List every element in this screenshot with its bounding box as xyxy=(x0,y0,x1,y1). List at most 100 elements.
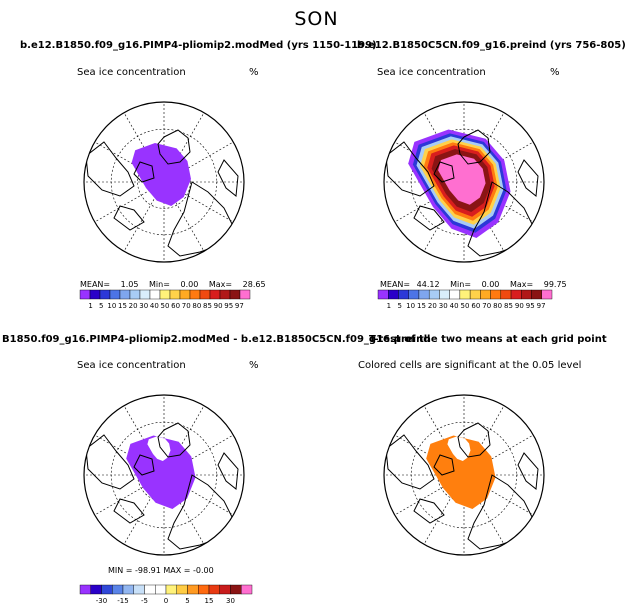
panel2-min-label: Min= xyxy=(450,280,472,289)
panel2-colorbar-cell xyxy=(398,289,409,300)
panel2-units: % xyxy=(550,67,560,78)
panel2-colorbar-cell xyxy=(449,289,461,300)
panel2-colorbar-tick-label: 20 xyxy=(428,302,437,310)
panel2-colorbar-cell xyxy=(469,289,481,300)
panel2-colorbar-cell xyxy=(541,289,553,300)
panel1-colorbar-tick-label: 10 xyxy=(107,302,116,310)
panel1-colorbar-tick-label: 1 xyxy=(88,302,92,310)
panel1-colorbar-tick-label: 85 xyxy=(203,302,212,310)
coastline xyxy=(133,454,155,476)
panel3-colorbar-cell xyxy=(155,584,167,595)
panel3-subtitle: Sea ice concentration xyxy=(77,360,186,371)
panel1-colorbar-cell xyxy=(89,289,101,300)
panel2-colorbar-cell xyxy=(459,289,471,300)
panel1-subtitle: Sea ice concentration xyxy=(77,67,186,78)
panel2-colorbar-tick-label: 95 xyxy=(526,302,535,310)
panel2-colorbar-cell xyxy=(418,289,430,300)
coastline xyxy=(85,434,135,490)
panel3-colorbar-cell xyxy=(219,584,231,595)
graticule-parallel xyxy=(137,155,191,209)
panel1-colorbar-cell xyxy=(179,289,191,300)
panel2-colorbar-tick-label: 97 xyxy=(537,302,546,310)
coastline xyxy=(113,205,145,231)
panel2-colorbar-tick-label: 1 xyxy=(387,302,391,310)
coastline xyxy=(385,434,435,490)
coastline xyxy=(433,161,455,183)
panel1-min-label: Min= xyxy=(149,280,170,289)
coastline xyxy=(413,498,445,524)
panel1-colorbar: 1 5 10 15 20 30 40 50 60 70 80 85 90 95 97 xyxy=(79,289,251,310)
panel1-colorbar-cell xyxy=(99,289,111,300)
panel1-colorbar-cell xyxy=(239,289,251,300)
map-interior xyxy=(384,102,544,262)
panel4-title: T-test of the two means at each grid poi… xyxy=(369,334,607,345)
map-panel-3 xyxy=(83,394,245,556)
panel3-title: B1850.f09_g16.PIMP4-pliomip2.modMed - b.… xyxy=(2,334,431,345)
panel3-colorbar-cell xyxy=(165,584,177,595)
panel1-mean: 1.05 xyxy=(120,280,139,289)
panel2-colorbar-cell xyxy=(408,289,420,300)
coastline xyxy=(517,452,539,490)
graticule-parallel xyxy=(110,128,218,236)
panel2-colorbar-tick-label: 60 xyxy=(471,302,480,310)
panel4-subtitle: Colored cells are significant at the 0.0… xyxy=(358,360,582,371)
panel3-colorbar-cell xyxy=(230,584,242,595)
panel1-colorbar-cell xyxy=(169,289,181,300)
panel1-units: % xyxy=(249,67,259,78)
coastline xyxy=(217,159,239,197)
panel2-max: 99.75 xyxy=(543,280,567,289)
panel1-colorbar-cell xyxy=(189,289,201,300)
panel2-colorbar-cell xyxy=(490,289,502,300)
panel1-colorbar-cell xyxy=(119,289,131,300)
panel1-colorbar-cell xyxy=(209,289,221,300)
panel2-stats: MEAN= 44.12 Min= 0.00 Max= 99.75 xyxy=(380,280,567,289)
panel1-mean-label: MEAN= xyxy=(80,280,111,289)
coastline xyxy=(433,454,455,476)
panel2-colorbar-cell xyxy=(521,289,532,300)
panel1-colorbar-cell xyxy=(159,289,171,300)
panel1-stats: MEAN= 1.05 Min= 0.00 Max= 28.65 xyxy=(80,280,266,289)
panel3-colorbar-cell xyxy=(133,584,145,595)
coastline xyxy=(157,422,191,458)
difference-field xyxy=(126,435,196,509)
panel2-colorbar-tick-label: 80 xyxy=(493,302,502,310)
panel1-colorbar-cell xyxy=(109,289,121,300)
panel2-colorbar-tick-label: 50 xyxy=(461,302,470,310)
map-panel-4 xyxy=(383,394,545,556)
panel2-colorbar-tick-label: 5 xyxy=(398,302,402,310)
panel3-colorbar-cell xyxy=(90,584,102,595)
panel1-colorbar-cell xyxy=(139,289,151,300)
panel1-colorbar-tick-label: 95 xyxy=(224,302,233,310)
panel1-colorbar-tick-label: 5 xyxy=(99,302,103,310)
panel1-max-label: Max= xyxy=(208,280,233,289)
coastline xyxy=(457,422,491,458)
panel3-colorbar-tick-label: 30 xyxy=(226,597,235,605)
panel3-colorbar-cell xyxy=(144,584,156,595)
coastline xyxy=(113,498,145,524)
map-interior xyxy=(84,395,244,555)
panel2-colorbar-cell xyxy=(388,289,399,300)
panel2-colorbar-tick-label: 15 xyxy=(417,302,426,310)
sea-ice-contour-band xyxy=(438,154,486,205)
panel3-colorbar-tick-label: -5 xyxy=(141,597,148,605)
panel2-colorbar-cell xyxy=(480,289,491,300)
coastline xyxy=(467,474,535,550)
sea-ice-field xyxy=(131,143,191,206)
panel2-max-label: Max= xyxy=(509,280,534,289)
panel1-colorbar-tick-label: 50 xyxy=(161,302,170,310)
map-panel-1 xyxy=(83,101,245,263)
panel3-colorbar-tick-label: 5 xyxy=(185,597,189,605)
coastline xyxy=(517,159,539,197)
panel2-colorbar-cell xyxy=(428,289,440,300)
coastline xyxy=(457,129,491,165)
panel2-colorbar-tick-label: 40 xyxy=(450,302,459,310)
graticule-parallel xyxy=(410,128,518,236)
graticule-parallel xyxy=(110,421,218,529)
panel1-colorbar-tick-label: 90 xyxy=(214,302,223,310)
graticule-parallel xyxy=(410,421,518,529)
significance-field xyxy=(426,435,496,509)
season-title: SON xyxy=(294,8,339,30)
panel1-colorbar-cell xyxy=(129,289,141,300)
panel1-colorbar-cell xyxy=(149,289,161,300)
panel3-units: % xyxy=(249,360,259,371)
